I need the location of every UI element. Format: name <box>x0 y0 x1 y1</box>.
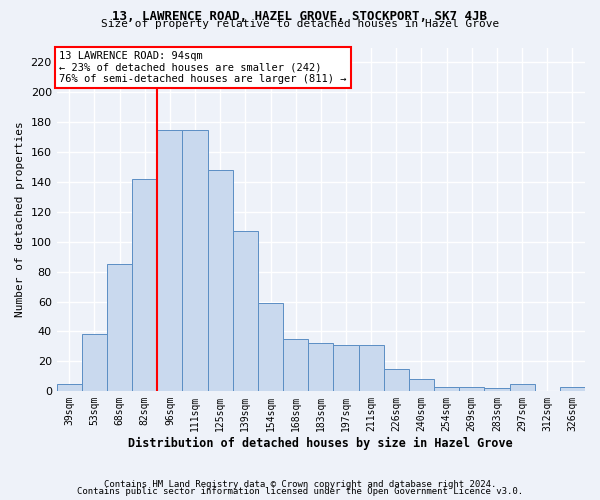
Bar <box>258 303 283 391</box>
Bar <box>484 388 509 391</box>
Bar <box>157 130 182 391</box>
Bar <box>509 384 535 391</box>
Text: 13, LAWRENCE ROAD, HAZEL GROVE, STOCKPORT, SK7 4JB: 13, LAWRENCE ROAD, HAZEL GROVE, STOCKPOR… <box>113 10 487 23</box>
Bar <box>459 387 484 391</box>
Bar <box>359 345 384 391</box>
Bar <box>82 334 107 391</box>
Bar <box>132 179 157 391</box>
Bar <box>56 384 82 391</box>
Bar <box>434 387 459 391</box>
X-axis label: Distribution of detached houses by size in Hazel Grove: Distribution of detached houses by size … <box>128 437 513 450</box>
Bar <box>560 387 585 391</box>
Bar <box>283 339 308 391</box>
Text: Contains HM Land Registry data © Crown copyright and database right 2024.: Contains HM Land Registry data © Crown c… <box>104 480 496 489</box>
Text: 13 LAWRENCE ROAD: 94sqm
← 23% of detached houses are smaller (242)
76% of semi-d: 13 LAWRENCE ROAD: 94sqm ← 23% of detache… <box>59 51 347 84</box>
Bar <box>409 380 434 391</box>
Text: Contains public sector information licensed under the Open Government Licence v3: Contains public sector information licen… <box>77 487 523 496</box>
Bar <box>208 170 233 391</box>
Bar <box>233 232 258 391</box>
Y-axis label: Number of detached properties: Number of detached properties <box>15 122 25 317</box>
Bar <box>384 369 409 391</box>
Bar <box>182 130 208 391</box>
Bar <box>308 344 334 391</box>
Bar <box>334 345 359 391</box>
Bar <box>107 264 132 391</box>
Text: Size of property relative to detached houses in Hazel Grove: Size of property relative to detached ho… <box>101 19 499 29</box>
